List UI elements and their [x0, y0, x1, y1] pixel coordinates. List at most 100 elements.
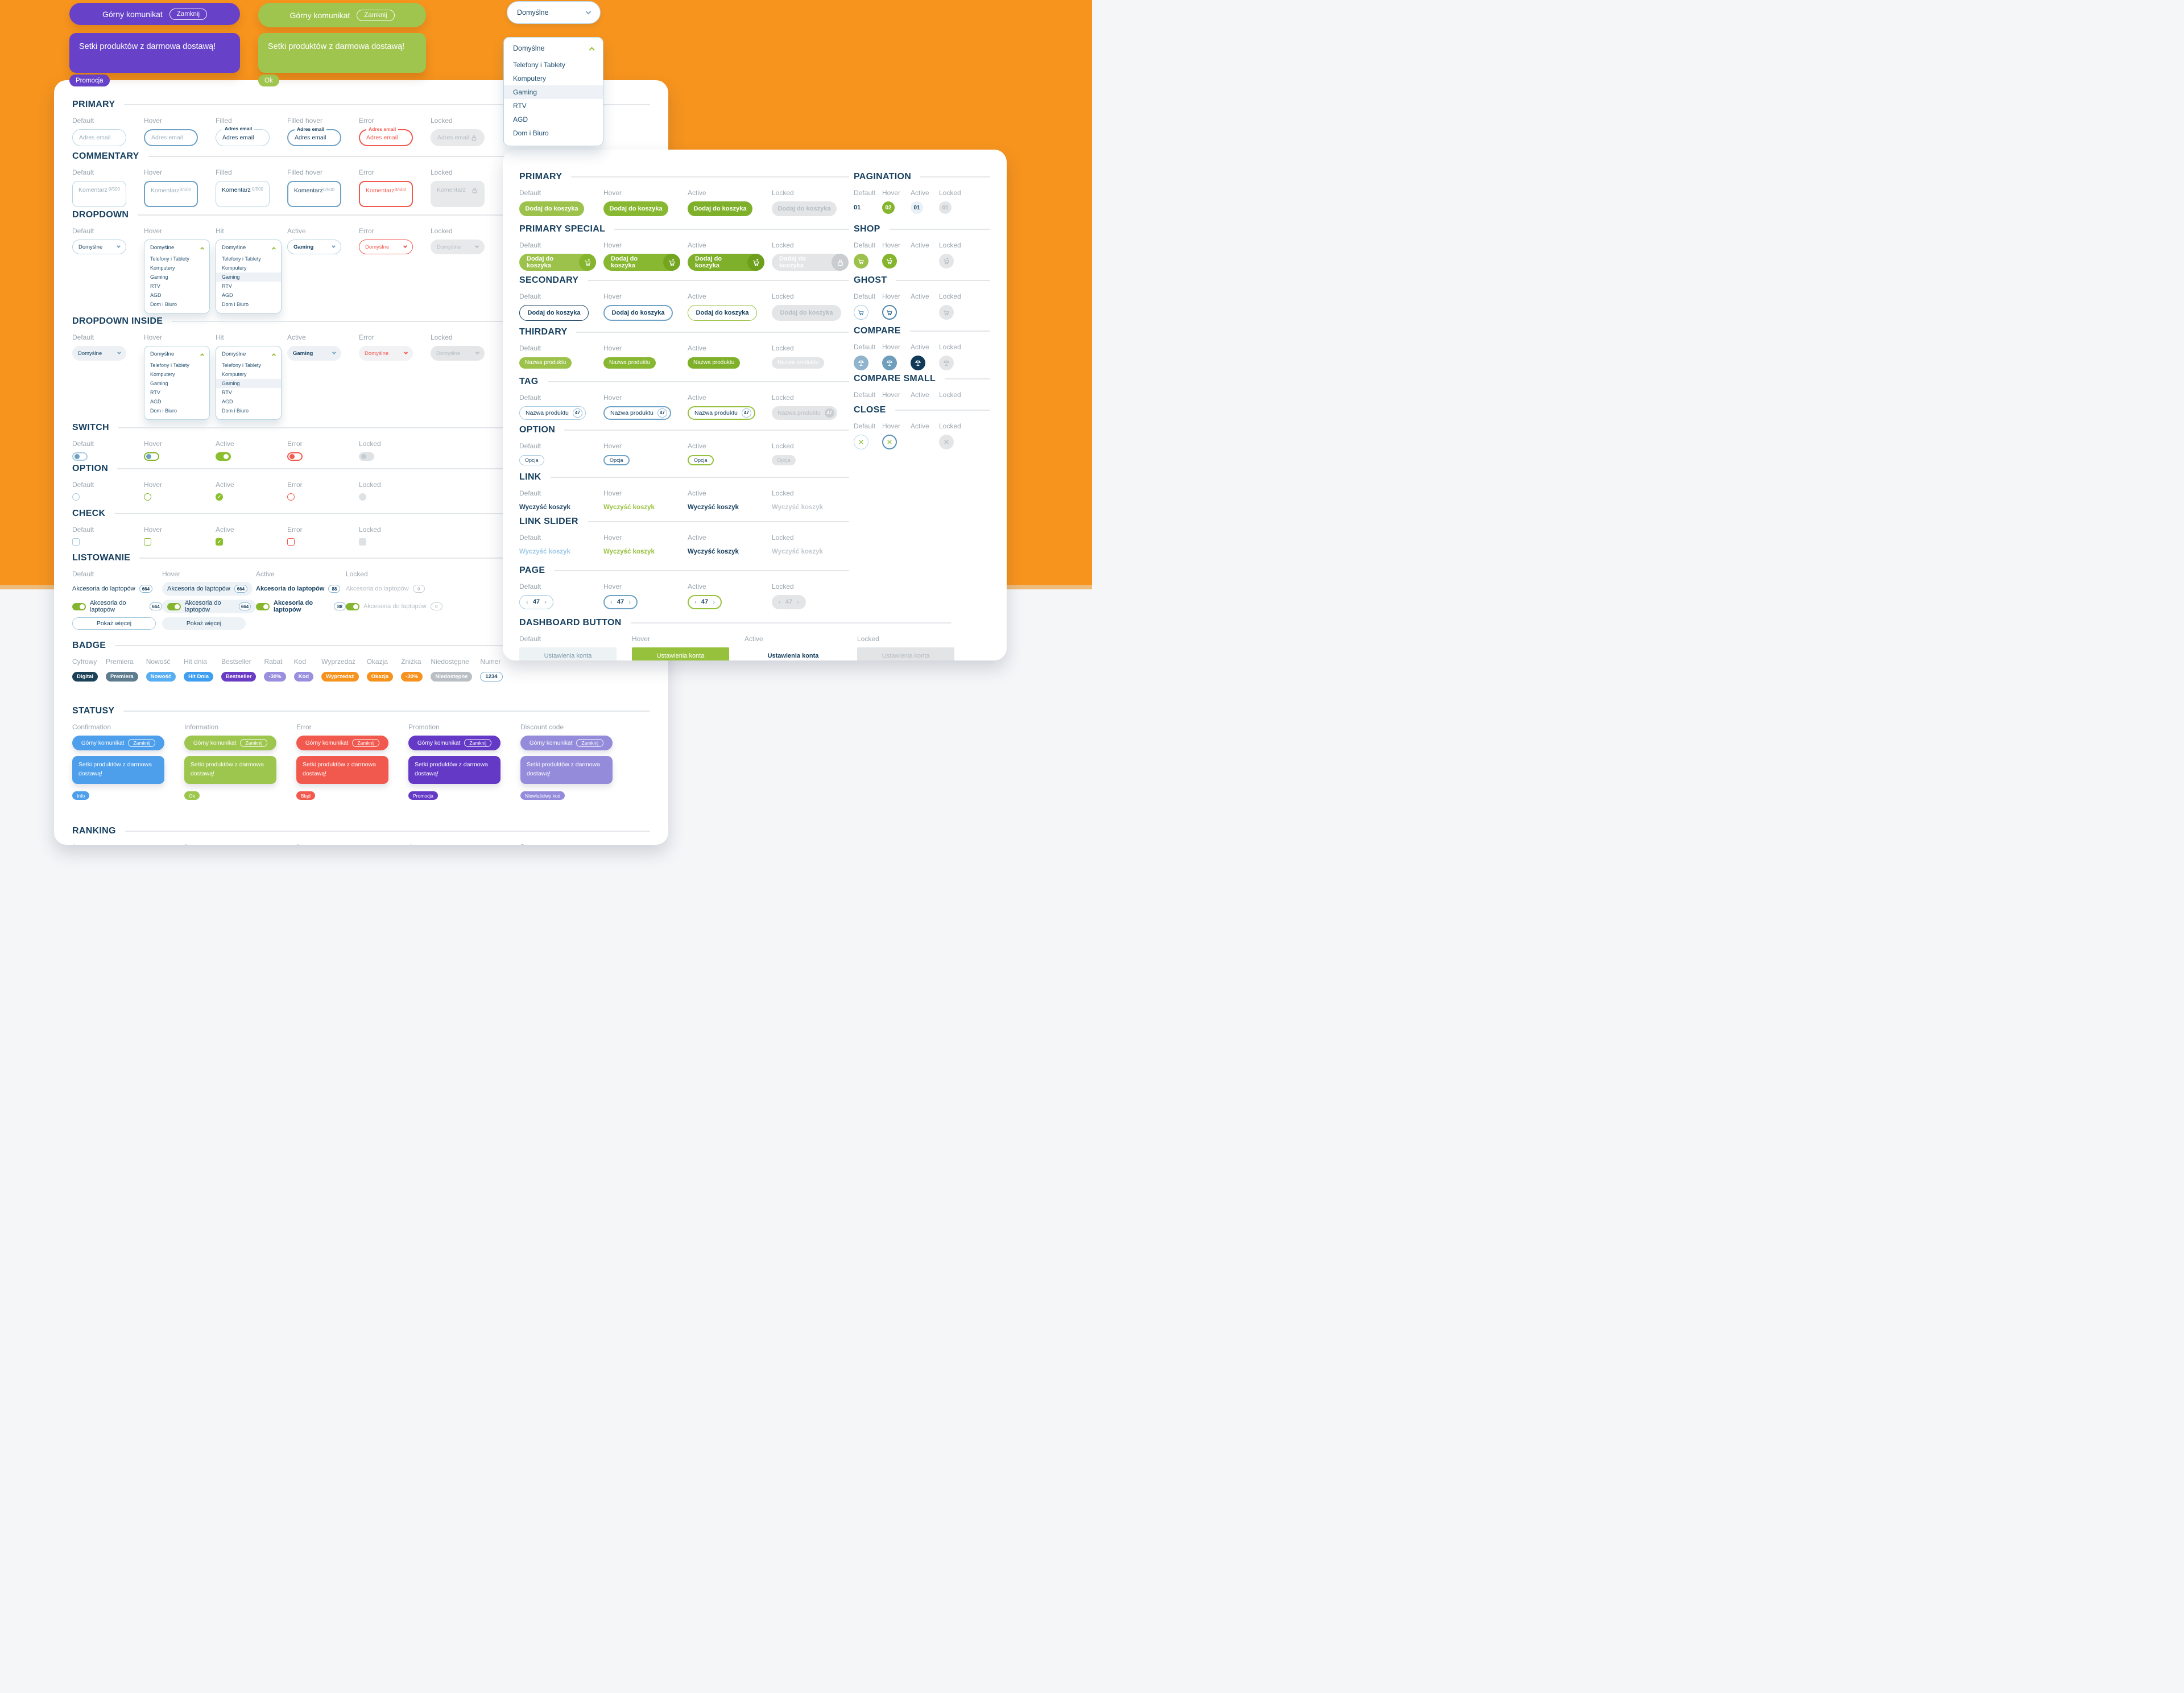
- slider-link-hover[interactable]: Wyczyść koszyk: [603, 548, 655, 555]
- clear-cart-link-default[interactable]: Wyczyść koszyk: [519, 503, 570, 511]
- dropdown-option[interactable]: AGD: [222, 399, 233, 404]
- dropdown-option[interactable]: RTV: [222, 283, 232, 289]
- comment-textarea-default[interactable]: Komentarz 0/500: [72, 181, 126, 207]
- account-settings-button-default[interactable]: Ustawienia konta: [519, 647, 617, 660]
- dropdown-option[interactable]: RTV: [222, 390, 232, 395]
- secondary-button-default[interactable]: Dodaj do koszyka: [519, 305, 589, 321]
- prev-arrow-icon[interactable]: ‹: [526, 598, 528, 606]
- close-toast-button[interactable]: Zamknij: [576, 739, 604, 747]
- comment-textarea-error[interactable]: Komentarz 0/500: [359, 181, 413, 207]
- dropdown-option[interactable]: RTV: [150, 283, 160, 289]
- dropdown-option[interactable]: Telefony i Tablety: [222, 256, 261, 262]
- radio-error[interactable]: [287, 493, 295, 501]
- dropdown-option[interactable]: Telefony i Tablety: [513, 61, 565, 69]
- product-pill-hover[interactable]: Nazwa produktu: [603, 357, 656, 369]
- email-input-default[interactable]: Adres email: [72, 129, 126, 146]
- email-input-filled-hover[interactable]: Adres email Adres email: [287, 126, 341, 146]
- dropdown-option[interactable]: Telefony i Tablety: [150, 256, 189, 262]
- close-toast-button[interactable]: Zamknij: [240, 739, 268, 747]
- dropdown-default[interactable]: Domyślne: [72, 240, 126, 254]
- add-to-cart-button-hover[interactable]: Dodaj do koszyka: [603, 201, 668, 216]
- clear-cart-link-active[interactable]: Wyczyść koszyk: [688, 503, 739, 511]
- category-dropdown-collapsed[interactable]: Domyślne: [507, 1, 601, 24]
- compare-button-hover[interactable]: [882, 356, 897, 370]
- dropdown-option[interactable]: Dom i Biuro: [513, 129, 549, 137]
- dropdown-selected-row[interactable]: Domyślne: [504, 38, 603, 58]
- close-button-default[interactable]: [854, 435, 868, 449]
- list-item-switch-active[interactable]: Akcesoria do laptopów 88: [256, 600, 346, 613]
- dropdown-inside-default[interactable]: Domyślne: [72, 346, 126, 361]
- page-stepper-active[interactable]: ‹ 47 ›: [688, 594, 722, 609]
- tag-hover[interactable]: Nazwa produktu 47: [603, 406, 671, 420]
- dropdown-selected-row[interactable]: Domyślne: [144, 346, 209, 361]
- dropdown-option[interactable]: Komputery: [222, 265, 247, 271]
- dropdown-option[interactable]: Dom i Biuro: [222, 408, 249, 414]
- email-input-filled[interactable]: Adres email Adres email: [216, 126, 270, 146]
- close-button-hover[interactable]: [882, 435, 897, 449]
- tag-active[interactable]: Nazwa produktu 47: [688, 406, 755, 420]
- checkbox-default[interactable]: [72, 538, 80, 546]
- option-pill-hover[interactable]: Opcja: [603, 455, 630, 465]
- radio-hover[interactable]: [144, 493, 151, 501]
- dropdown-option[interactable]: RTV: [513, 102, 527, 110]
- page-number-default[interactable]: 01: [854, 204, 861, 211]
- dropdown-option[interactable]: AGD: [222, 292, 233, 298]
- dropdown-option[interactable]: Telefony i Tablety: [222, 362, 261, 368]
- account-settings-button-hover[interactable]: Ustawienia konta: [632, 647, 729, 660]
- page-stepper-hover[interactable]: ‹ 47 ›: [603, 594, 638, 609]
- next-arrow-icon[interactable]: ›: [544, 598, 547, 606]
- close-toast-button[interactable]: Zamknij: [169, 8, 208, 20]
- add-to-cart-special-default[interactable]: Dodaj do koszyka: [519, 254, 596, 271]
- close-toast-button[interactable]: Zamknij: [352, 739, 380, 747]
- slider-link-default[interactable]: Wyczyść koszyk: [519, 548, 570, 555]
- account-settings-button-active[interactable]: Ustawienia konta: [767, 653, 819, 659]
- ghost-cart-button-hover[interactable]: [882, 305, 897, 320]
- switch-error[interactable]: [287, 452, 303, 461]
- switch-on-icon[interactable]: [256, 602, 270, 610]
- checkbox-error[interactable]: [287, 538, 295, 546]
- dropdown-active[interactable]: Gaming: [287, 240, 341, 254]
- prev-arrow-icon[interactable]: ‹: [610, 598, 613, 606]
- email-input-hover[interactable]: Adres email: [144, 129, 198, 146]
- prev-arrow-icon[interactable]: ‹: [694, 598, 697, 606]
- compare-button-default[interactable]: [854, 356, 868, 370]
- list-item-active[interactable]: Akcesoria do laptopów 88: [256, 582, 341, 596]
- dropdown-option[interactable]: AGD: [513, 115, 528, 123]
- dropdown-selected-row[interactable]: Domyślne: [216, 346, 281, 361]
- comment-textarea-hover[interactable]: Komentarz 0/500: [144, 181, 198, 207]
- dropdown-option[interactable]: Gaming: [150, 381, 168, 386]
- clear-cart-link-hover[interactable]: Wyczyść koszyk: [603, 503, 655, 511]
- dropdown-selected-row[interactable]: Domyślne: [144, 240, 209, 254]
- dropdown-option[interactable]: Dom i Biuro: [150, 408, 177, 414]
- next-arrow-icon[interactable]: ›: [628, 598, 631, 606]
- dropdown-option-highlighted[interactable]: Gaming: [216, 379, 281, 388]
- list-item-default[interactable]: Akcesoria do laptopów 664: [72, 582, 153, 596]
- list-item-switch-default[interactable]: Akcesoria do laptopów 664: [72, 600, 162, 613]
- dropdown-option[interactable]: RTV: [150, 390, 160, 395]
- dropdown-option[interactable]: AGD: [150, 292, 162, 298]
- compare-button-active[interactable]: [911, 356, 925, 370]
- dropdown-option-highlighted[interactable]: Gaming: [216, 272, 281, 282]
- checkbox-hover[interactable]: [144, 538, 151, 546]
- close-toast-button[interactable]: Zamknij: [464, 739, 492, 747]
- show-more-button-default[interactable]: Pokaż więcej: [72, 617, 156, 630]
- email-input-error[interactable]: Adres email Adres email: [359, 126, 413, 146]
- dropdown-error[interactable]: Domyślne: [359, 240, 413, 254]
- switch-on-icon[interactable]: [72, 602, 86, 610]
- dropdown-option-highlighted[interactable]: Gaming: [504, 85, 603, 99]
- option-pill-active[interactable]: Opcja: [688, 455, 714, 465]
- switch-default[interactable]: [72, 452, 88, 461]
- switch-active[interactable]: [216, 452, 231, 461]
- dropdown-option[interactable]: Komputery: [513, 75, 547, 82]
- dropdown-option[interactable]: Dom i Biuro: [222, 302, 249, 307]
- secondary-button-hover[interactable]: Dodaj do koszyka: [603, 305, 673, 321]
- shop-button-hover[interactable]: [882, 254, 897, 269]
- add-to-cart-special-active[interactable]: Dodaj do koszyka: [688, 254, 764, 271]
- page-number-hover[interactable]: 02: [882, 201, 895, 214]
- dropdown-option[interactable]: AGD: [150, 399, 162, 404]
- checkbox-active[interactable]: [216, 538, 223, 546]
- add-to-cart-button-active[interactable]: Dodaj do koszyka: [688, 201, 752, 216]
- dropdown-selected-row[interactable]: Domyślne: [216, 240, 281, 254]
- radio-default[interactable]: [72, 493, 80, 501]
- page-stepper-default[interactable]: ‹ 47 ›: [519, 594, 553, 609]
